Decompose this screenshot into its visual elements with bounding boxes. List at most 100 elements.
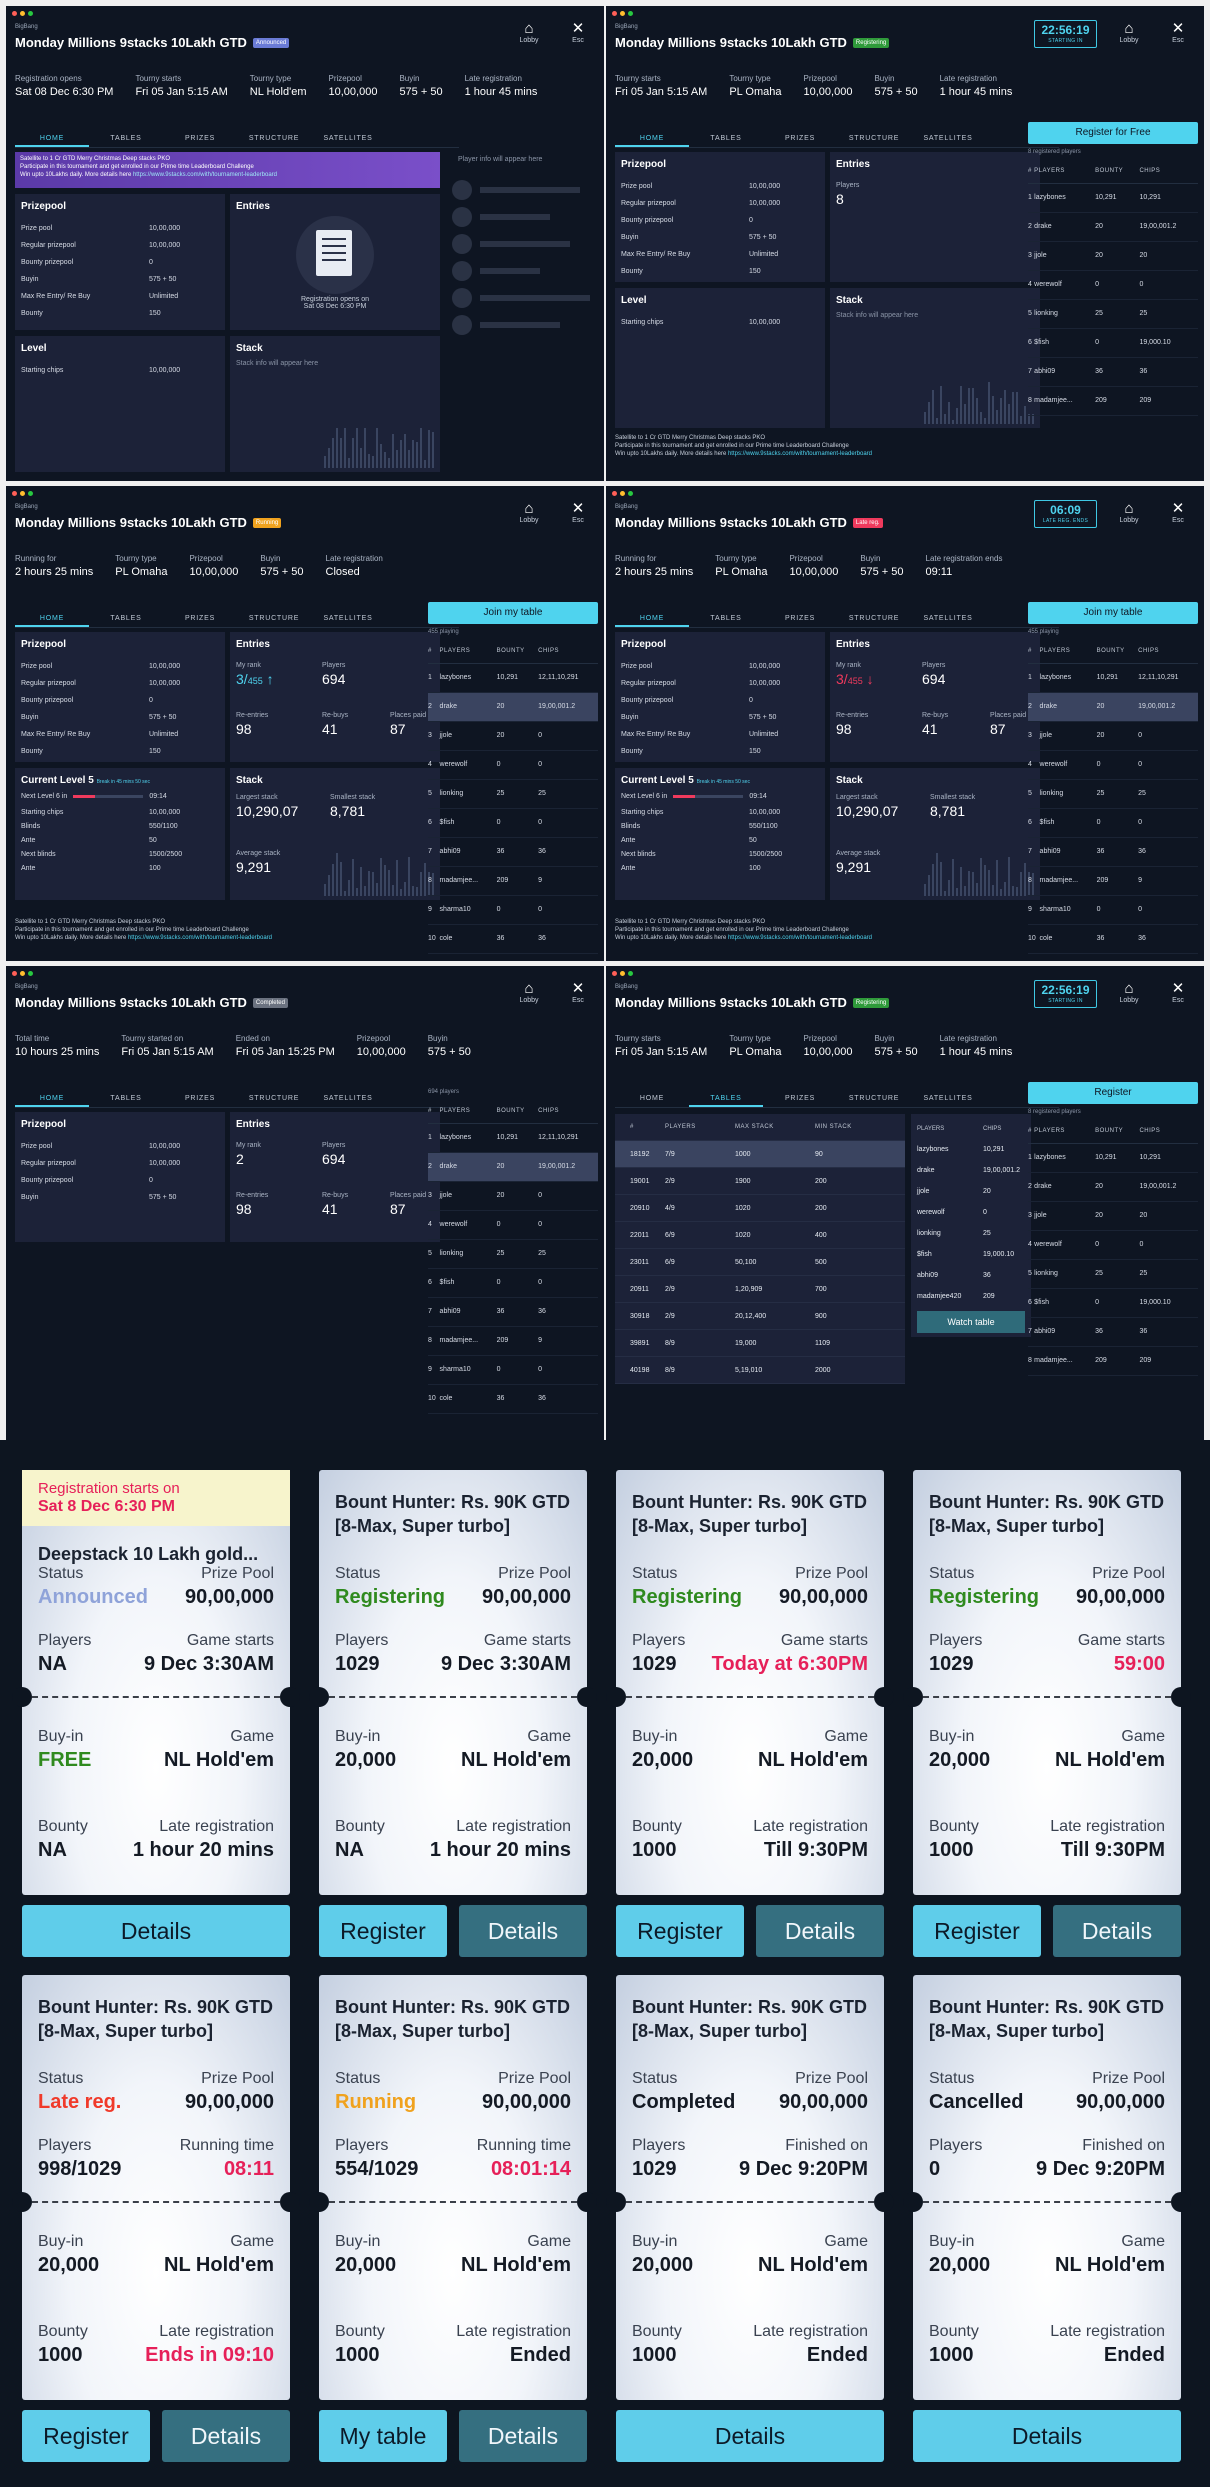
tab-tables[interactable]: TABLES [110,1095,142,1102]
table-row[interactable]: 8 madamjee... 209 209 [1028,386,1198,416]
esc-button[interactable]: ✕ Esc [565,20,591,44]
table-row[interactable]: 5 lionking 25 25 [1028,299,1198,329]
close-dot[interactable] [612,491,617,496]
close-dot[interactable] [612,11,617,16]
table-row[interactable]: 10 cole 36 36 [1028,924,1198,954]
details-button[interactable]: Details [616,2410,884,2462]
table-row[interactable]: 3 jjole 20 20 [1028,241,1198,271]
table-row[interactable]: 5 lionking 25 25 [1028,779,1198,809]
table-row[interactable]: 19001 2/9 1900 200 [615,1168,905,1195]
esc-button[interactable]: ✕ Esc [1165,980,1191,1004]
esc-button[interactable]: ✕ Esc [1165,20,1191,44]
close-dot[interactable] [12,971,17,976]
tab-home[interactable]: HOME [639,1095,665,1102]
table-row[interactable]: 22011 6/9 1020 400 [615,1222,905,1249]
esc-button[interactable]: ✕ Esc [565,500,591,524]
table-row[interactable]: 4 werewolf 0 0 [1028,270,1198,300]
table-row[interactable]: 8 madamjee... 209 9 [428,1326,598,1356]
table-row[interactable]: 8 madamjee... 209 209 [1028,1346,1198,1376]
lobby-button[interactable]: ⌂ Lobby [516,20,542,44]
esc-button[interactable]: ✕ Esc [565,980,591,1004]
table-row[interactable]: 5 lionking 25 25 [1028,1259,1198,1289]
maximize-dot[interactable] [28,491,33,496]
join-my-table-button[interactable]: Join my table [1028,602,1198,624]
tab-structure[interactable]: STRUCTURE [848,615,900,622]
details-button[interactable]: Details [756,1905,884,1957]
tab-home[interactable]: HOME [615,610,689,627]
table-row[interactable]: 8 madamjee... 209 9 [1028,866,1198,896]
minimize-dot[interactable] [620,491,625,496]
tab-prizes[interactable]: PRIZES [784,135,816,142]
lobby-button[interactable]: ⌂ Lobby [516,500,542,524]
table-row[interactable]: 8 madamjee... 209 9 [428,866,598,896]
maximize-dot[interactable] [628,491,633,496]
table-row[interactable]: 1 lazybones 10,291 10,291 [1028,1143,1198,1173]
details-button[interactable]: Details [162,2410,290,2462]
minimize-dot[interactable] [20,971,25,976]
table-row[interactable]: 6 $fish 0 19,000.10 [1028,1288,1198,1318]
table-row[interactable]: 1 lazybones 10,291 12,11,10,291 [1028,663,1198,693]
tab-home[interactable]: HOME [15,130,89,147]
table-row[interactable]: 1 lazybones 10,291 10,291 [1028,183,1198,213]
tournament-card[interactable]: Bount Hunter: Rs. 90K GTD [8-Max, Super … [606,1470,894,1895]
table-row[interactable]: 3 jjole 20 20 [1028,1201,1198,1231]
esc-button[interactable]: ✕ Esc [1165,500,1191,524]
table-row[interactable]: 2 drake 20 19,00,001.2 [1028,692,1198,722]
maximize-dot[interactable] [28,11,33,16]
tab-home[interactable]: HOME [15,1090,89,1107]
table-row[interactable]: 9 sharma10 0 0 [428,1355,598,1385]
table-row[interactable]: 3 jjole 20 0 [1028,721,1198,751]
tab-structure[interactable]: STRUCTURE [248,135,300,142]
tournament-card[interactable]: Bount Hunter: Rs. 90K GTD [8-Max, Super … [606,1975,894,2400]
tournament-card[interactable]: Bount Hunter: Rs. 90K GTD [8-Max, Super … [12,1975,300,2400]
table-row[interactable]: 6 $fish 0 19,000.10 [1028,328,1198,358]
lobby-button[interactable]: ⌂ Lobby [1116,980,1142,1004]
minimize-dot[interactable] [620,11,625,16]
table-row[interactable]: 10 cole 36 36 [428,924,598,954]
table-row[interactable]: 20910 4/9 1020 200 [615,1195,905,1222]
table-row[interactable]: 4 werewolf 0 0 [1028,750,1198,780]
tab-satellites[interactable]: SATELLITES [923,615,973,622]
table-row[interactable]: 3 jjole 20 0 [428,721,598,751]
lobby-button[interactable]: ⌂ Lobby [516,980,542,1004]
tab-satellites[interactable]: SATELLITES [323,615,373,622]
table-row[interactable]: 4 werewolf 0 0 [1028,1230,1198,1260]
table-row[interactable]: 10 cole 36 36 [428,1384,598,1414]
tournament-card[interactable]: Bount Hunter: Rs. 90K GTD [8-Max, Super … [309,1975,597,2400]
minimize-dot[interactable] [20,491,25,496]
table-row[interactable]: 6 $fish 0 0 [428,808,598,838]
tab-tables[interactable]: TABLES [110,615,142,622]
minimize-dot[interactable] [20,11,25,16]
window-controls[interactable] [612,11,633,16]
tab-home[interactable]: HOME [615,130,689,147]
tournament-card[interactable]: Bount Hunter: Rs. 90K GTD [8-Max, Super … [903,1975,1191,2400]
tab-tables[interactable]: TABLES [110,135,142,142]
lobby-button[interactable]: ⌂ Lobby [1116,500,1142,524]
minimize-dot[interactable] [620,971,625,976]
watch-table-button[interactable]: Watch table [917,1311,1025,1333]
tab-tables[interactable]: TABLES [710,615,742,622]
table-row[interactable]: 3 jjole 20 0 [428,1181,598,1211]
table-row[interactable]: 23011 6/9 50,100 500 [615,1249,905,1276]
tab-satellites[interactable]: SATELLITES [323,1095,373,1102]
leaderboard-link[interactable]: https://www.9stacks.com/with/tournament-… [127,935,273,941]
tournament-card[interactable]: Registration starts on Sat 8 Dec 6:30 PM D… [12,1470,300,1895]
table-row[interactable]: 5 lionking 25 25 [428,779,598,809]
table-row[interactable]: 1 lazybones 10,291 12,11,10,291 [428,1123,598,1153]
table-row[interactable]: 7 abhi09 36 36 [1028,837,1198,867]
leaderboard-link[interactable]: https://www.9stacks.com/with/tournament-… [132,172,278,178]
table-row[interactable]: 40198 8/9 5,19,010 2000 [615,1357,905,1384]
register-button[interactable]: Register [1028,1082,1198,1104]
table-row[interactable]: 7 abhi09 36 36 [428,837,598,867]
tab-home[interactable]: HOME [15,610,89,627]
tab-satellites[interactable]: SATELLITES [923,1095,973,1102]
details-button[interactable]: Details [459,2410,587,2462]
table-row[interactable]: 2 drake 20 19,00,001.2 [428,1152,598,1182]
promo-banner[interactable]: Satellite to 1 Cr GTD Merry Christmas De… [15,152,440,188]
table-row[interactable]: 2 drake 20 19,00,001.2 [1028,212,1198,242]
tab-structure[interactable]: STRUCTURE [248,1095,300,1102]
tab-structure[interactable]: STRUCTURE [248,615,300,622]
table-row[interactable]: 2 drake 20 19,00,001.2 [1028,1172,1198,1202]
details-button[interactable]: Details [22,1905,290,1957]
window-controls[interactable] [12,971,33,976]
